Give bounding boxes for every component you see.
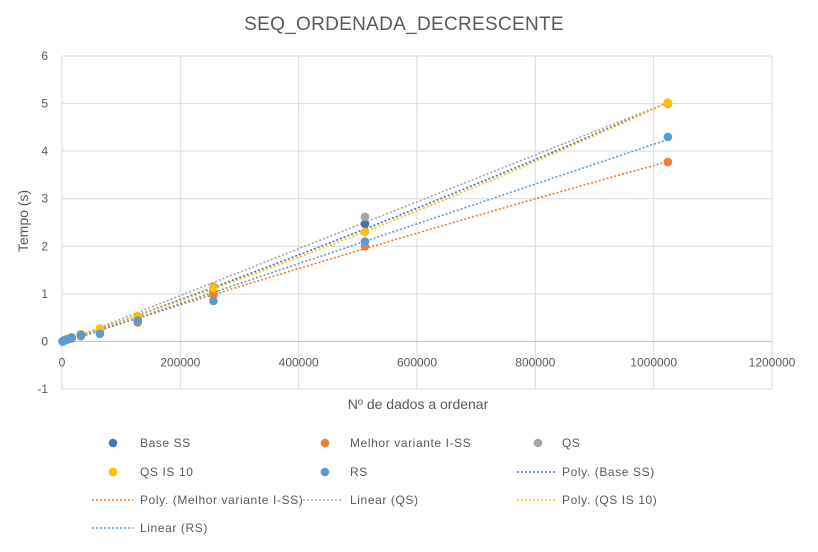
point-s3-10 — [663, 98, 673, 107]
point-s4-9 — [360, 237, 370, 246]
legend-item-0: Base SS — [108, 436, 191, 450]
y-tick-label-1: 0 — [41, 334, 48, 348]
legend-item-4: RS — [320, 465, 368, 479]
point-s4-4 — [67, 333, 76, 342]
legend-label-3: QS IS 10 — [140, 465, 194, 479]
x-tick-label-5: 1000000 — [630, 355, 677, 369]
legend-item-6: Poly. (Melhor variante I-SS) — [92, 493, 303, 507]
trendline-0 — [62, 101, 669, 343]
legend: Base SS Melhor variante I-SS QS QS IS 10 RS P… — [92, 436, 657, 535]
x-tick-label-4: 800000 — [515, 355, 555, 369]
legend-label-2: QS — [562, 436, 581, 450]
legend-item-7: Linear (QS) — [303, 493, 419, 507]
legend-label-9: Linear (RS) — [140, 521, 208, 535]
y-axis-title: Tempo (s) — [15, 190, 31, 252]
legend-item-2: QS — [533, 436, 581, 450]
legend-item-8: Poly. (QS IS 10) — [517, 493, 657, 507]
point-s4-10 — [663, 132, 673, 142]
legend-marker-2 — [533, 438, 543, 448]
legend-marker-1 — [320, 438, 330, 448]
x-tick-label-3: 600000 — [397, 355, 437, 369]
legend-label-0: Base SS — [140, 436, 191, 450]
point-s2-9 — [360, 212, 370, 222]
point-s4-7 — [133, 316, 143, 325]
y-tick-label-7: 6 — [41, 49, 48, 63]
x-tick-label-6: 1200000 — [749, 355, 796, 369]
y-tick-label-3: 2 — [41, 239, 48, 253]
legend-label-1: Melhor variante I-SS — [350, 436, 471, 450]
tick-labels: 0 200000 400000 600000 800000 1000000 1200000 -… — [37, 49, 795, 396]
legend-item-5: Poly. (Base SS) — [517, 465, 655, 479]
trendline-1 — [62, 160, 669, 343]
legend-label-8: Poly. (QS IS 10) — [562, 493, 657, 507]
point-s0-9 — [360, 219, 370, 229]
legend-label-6: Poly. (Melhor variante I-SS) — [140, 493, 303, 507]
x-tick-label-2: 400000 — [279, 355, 319, 369]
point-s4-6 — [95, 329, 105, 339]
trendline-4 — [62, 138, 669, 344]
y-tick-label-6: 5 — [41, 97, 48, 111]
y-tick-label-2: 1 — [41, 287, 48, 301]
point-s3-9 — [360, 227, 370, 237]
y-tick-label-4: 3 — [41, 192, 48, 206]
x-tick-label-1: 200000 — [160, 355, 200, 369]
y-tick-label-5: 4 — [41, 144, 48, 158]
legend-item-9: Linear (RS) — [92, 521, 208, 535]
y-tick-label-0: -1 — [37, 382, 48, 396]
legend-item-1: Melhor variante I-SS — [320, 436, 471, 450]
point-s4-5 — [76, 330, 86, 340]
data-points — [58, 98, 673, 346]
legend-marker-3 — [108, 467, 118, 477]
point-s3-8 — [209, 283, 218, 293]
x-axis-title: Nº de dados a ordenar — [348, 396, 489, 412]
legend-label-5: Poly. (Base SS) — [562, 465, 655, 479]
chart-title: SEQ_ORDENADA_DECRESCENTE — [244, 14, 564, 35]
x-tick-label-0: 0 — [59, 355, 66, 369]
legend-label-4: RS — [350, 465, 368, 479]
legend-item-3: QS IS 10 — [108, 465, 194, 479]
point-s1-8 — [209, 290, 218, 300]
gridlines — [61, 55, 773, 390]
point-s1-10 — [663, 157, 673, 167]
legend-marker-4 — [320, 467, 330, 477]
point-s4-8 — [209, 296, 218, 306]
legend-label-7: Linear (QS) — [350, 493, 419, 507]
legend-marker-0 — [108, 438, 118, 448]
